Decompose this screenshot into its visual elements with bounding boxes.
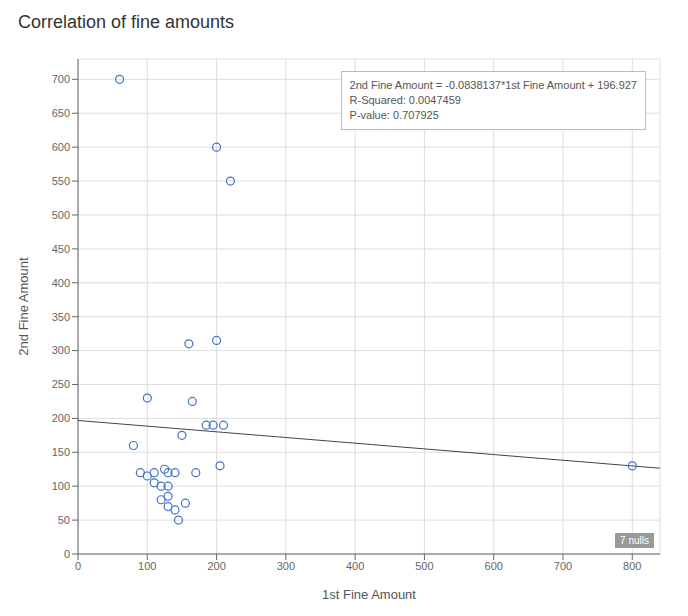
svg-text:350: 350 xyxy=(52,311,70,323)
svg-text:1st Fine Amount: 1st Fine Amount xyxy=(322,587,416,602)
svg-text:0: 0 xyxy=(64,548,70,560)
html-text:Correlation of fine amounts: Correlation of fine amounts xyxy=(18,12,235,32)
html-text:7 nulls: 7 nulls xyxy=(620,535,649,546)
svg-text:400: 400 xyxy=(52,277,70,289)
svg-text:150: 150 xyxy=(52,446,70,458)
svg-text:800: 800 xyxy=(623,560,641,572)
svg-text:450: 450 xyxy=(52,243,70,255)
svg-text:100: 100 xyxy=(52,480,70,492)
svg-text:650: 650 xyxy=(52,107,70,119)
svg-text:400: 400 xyxy=(346,560,364,572)
svg-text:300: 300 xyxy=(277,560,295,572)
html-text:2nd Fine Amount = -0.0838137*1: 2nd Fine Amount = -0.0838137*1st Fine Am… xyxy=(349,79,637,121)
svg-text:700: 700 xyxy=(554,560,572,572)
svg-text:600: 600 xyxy=(52,141,70,153)
svg-text:0: 0 xyxy=(75,560,81,572)
svg-text:200: 200 xyxy=(207,560,225,572)
svg-text:250: 250 xyxy=(52,378,70,390)
svg-text:50: 50 xyxy=(58,514,70,526)
svg-text:500: 500 xyxy=(52,209,70,221)
svg-text:600: 600 xyxy=(485,560,503,572)
svg-text:200: 200 xyxy=(52,412,70,424)
svg-text:2nd Fine Amount: 2nd Fine Amount xyxy=(16,257,31,356)
svg-text:100: 100 xyxy=(138,560,156,572)
svg-text:300: 300 xyxy=(52,344,70,356)
svg-text:550: 550 xyxy=(52,175,70,187)
svg-text:500: 500 xyxy=(415,560,433,572)
svg-text:700: 700 xyxy=(52,73,70,85)
